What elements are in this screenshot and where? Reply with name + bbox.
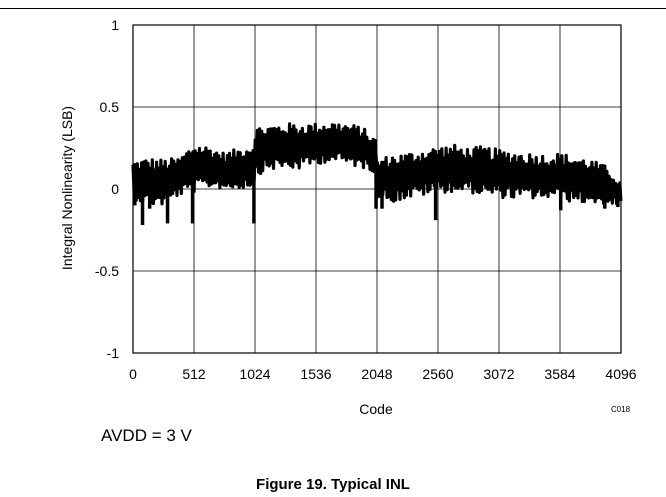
x-tick-label: 1536 — [300, 366, 331, 382]
y-tick-label: -0.5 — [95, 263, 119, 279]
y-axis-title: Integral Nonlinearity (LSB) — [59, 106, 75, 270]
x-axis-title: Code — [359, 401, 393, 417]
figure-caption: Figure 19. Typical INL — [256, 476, 410, 493]
data-layer — [131, 122, 623, 226]
x-tick-label: 3072 — [483, 366, 514, 382]
top-rule — [0, 8, 666, 9]
x-tick-label: 2560 — [422, 366, 453, 382]
chart-id-label: C018 — [611, 405, 631, 414]
y-tick-label: 0.5 — [100, 99, 120, 115]
tick-labels: 0 512 1024 1536 2048 2560 3072 3584 4096 1 0.5 0 -0.… — [95, 17, 637, 382]
x-tick-label: 4096 — [605, 366, 636, 382]
x-tick-label: 3584 — [544, 366, 575, 382]
x-tick-label: 1024 — [239, 366, 270, 382]
y-tick-label: -1 — [107, 345, 120, 361]
y-tick-label: 0 — [111, 181, 119, 197]
x-tick-label: 0 — [129, 366, 137, 382]
x-tick-label: 512 — [182, 366, 206, 382]
condition-note: AVDD = 3 V — [101, 426, 192, 445]
x-tick-label: 2048 — [361, 366, 392, 382]
plot-frame — [132, 24, 622, 354]
y-tick-label: 1 — [111, 17, 119, 33]
